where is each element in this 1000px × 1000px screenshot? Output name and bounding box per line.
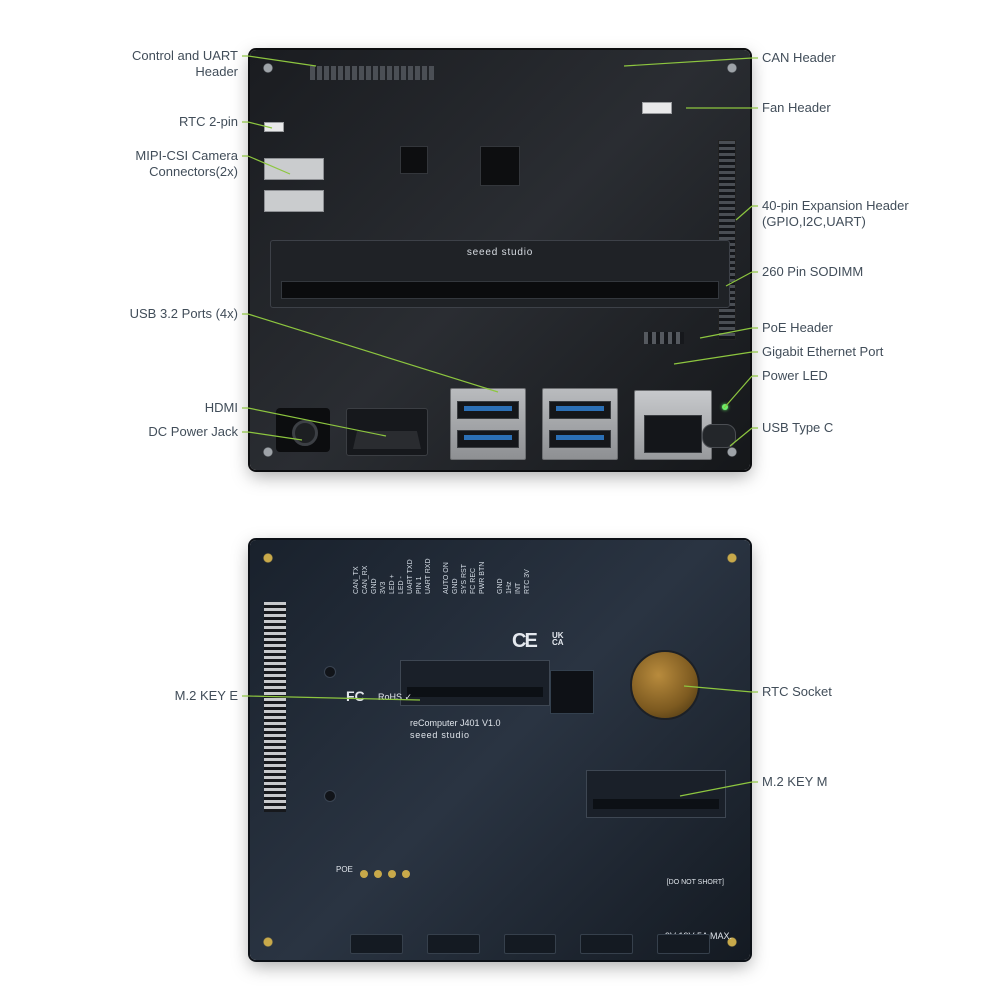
regulator-ic	[550, 670, 594, 714]
callout-canhdr: CAN Header	[762, 50, 836, 66]
fan-header	[642, 102, 672, 114]
callout-mipi: MIPI-CSI Camera Connectors(2x)	[135, 148, 238, 181]
callout-poehdr: PoE Header	[762, 320, 833, 336]
mounting-hole	[324, 666, 336, 678]
callout-m2e: M.2 KEY E	[175, 688, 238, 704]
hdmi-port	[346, 408, 428, 456]
callout-ctl-uart: Control and UART Header	[132, 48, 238, 81]
callout-dcjack: DC Power Jack	[148, 424, 238, 440]
callout-rtcsock: RTC Socket	[762, 684, 832, 700]
usb32-block-b	[542, 388, 618, 460]
callout-usbc: USB Type C	[762, 420, 833, 436]
poe-header	[644, 332, 684, 344]
usb-type-c-port	[702, 424, 736, 448]
callout-hdmi: HDMI	[205, 400, 238, 416]
fcc-mark: FC	[346, 688, 365, 704]
brand-silk: seeed studio	[410, 730, 470, 740]
board-bottom-view: CAN_TXCAN_RXGND3V3LED +LED -UART TXDPIN …	[250, 540, 750, 960]
callout-sodimm: 260 Pin SODIMM	[762, 264, 863, 280]
product-name-silk: reComputer J401 V1.0	[410, 718, 501, 728]
board-top-view	[250, 50, 750, 470]
mounting-hole	[324, 790, 336, 802]
rtc-coin-cell-socket	[630, 650, 700, 720]
do-not-short-silk: [DO NOT SHORT]	[667, 879, 724, 886]
bottom-edge-connectors	[350, 934, 710, 954]
callout-exp40: 40-pin Expansion Header (GPIO,I2C,UART)	[762, 198, 909, 231]
callout-gige: Gigabit Ethernet Port	[762, 344, 883, 360]
ukca-mark: UKCA	[552, 632, 564, 646]
silkscreen-pin-labels: CAN_TXCAN_RXGND3V3LED +LED -UART TXDPIN …	[360, 554, 720, 594]
poe-pads	[360, 870, 410, 878]
poe-silk: POE	[336, 865, 353, 874]
callout-pled: Power LED	[762, 368, 828, 384]
control-uart-header	[310, 66, 434, 80]
expansion-40pin-backside	[264, 602, 286, 812]
callout-usb32: USB 3.2 Ports (4x)	[130, 306, 238, 322]
mipi-csi-connector-0	[264, 158, 324, 180]
usb32-block-a	[450, 388, 526, 460]
pmic-ic	[400, 146, 428, 174]
soc-ic	[480, 146, 520, 186]
callout-rtc2pin: RTC 2-pin	[179, 114, 238, 130]
gigabit-ethernet-port	[634, 390, 712, 460]
m2-key-e-slot	[400, 660, 550, 706]
ce-mark: CE	[512, 630, 536, 653]
m2-key-m-slot	[586, 770, 726, 818]
power-led	[722, 404, 728, 410]
rtc-2pin-header	[264, 122, 284, 132]
callout-fanhdr: Fan Header	[762, 100, 831, 116]
rohs-mark: RoHS ✓	[378, 692, 412, 703]
mipi-csi-connector-1	[264, 190, 324, 212]
sodimm-260-slot	[270, 240, 730, 308]
dc-power-jack	[276, 408, 330, 452]
callout-m2m: M.2 KEY M	[762, 774, 828, 790]
